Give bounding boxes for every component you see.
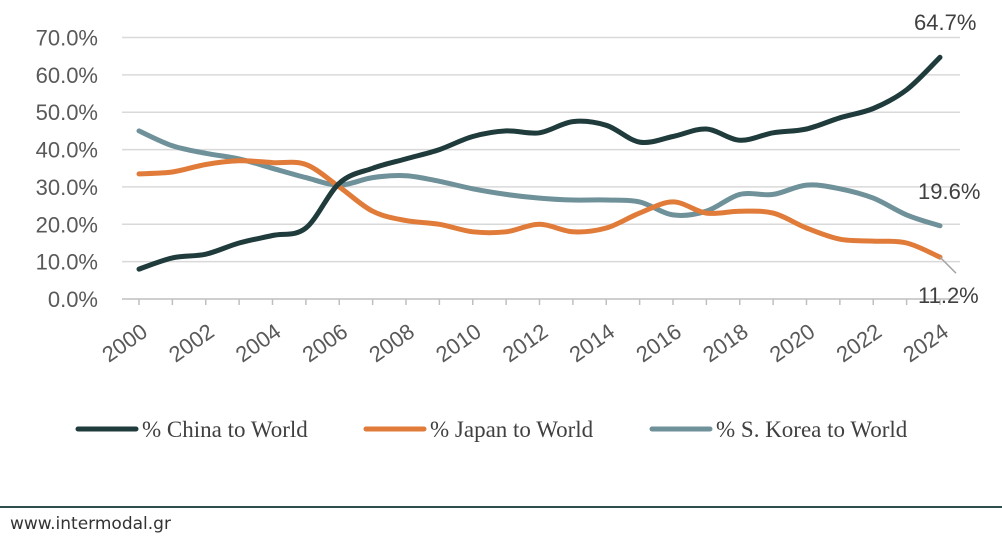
x-tick-label: 2014 <box>565 319 619 368</box>
x-tick-label: 2002 <box>164 319 218 368</box>
series-line-korea <box>136 128 943 229</box>
x-tick-label: 2010 <box>431 319 485 368</box>
x-tick-label: 2012 <box>498 319 552 368</box>
y-tick-label: 0.0% <box>48 287 98 312</box>
x-axis-ticks: 2000 2002 2004 2006 2008 2010 2012 2014 2016 2018… <box>97 299 953 368</box>
x-tick-label: 2004 <box>231 319 285 368</box>
y-axis-ticks: 0.0% 10.0% 20.0% 30.0% 40.0% 50.0% 60.0% 70.0% <box>36 26 98 313</box>
x-tick-label: 2008 <box>364 319 418 368</box>
y-tick-label: 30.0% <box>36 175 98 200</box>
y-tick-label: 70.0% <box>36 26 98 51</box>
y-tick-label: 60.0% <box>36 63 98 88</box>
korea-end-label: 19.6% <box>918 179 980 204</box>
x-tick-label: 2000 <box>97 319 151 368</box>
footer-divider <box>0 506 1002 508</box>
japan-annotation-leader <box>939 256 957 274</box>
x-tick-label: 2018 <box>698 319 752 368</box>
x-tick-label: 2024 <box>898 319 952 368</box>
x-tick-label: 2022 <box>832 319 886 368</box>
y-tick-label: 40.0% <box>36 138 98 163</box>
footer-source: www.intermodal.gr <box>10 514 171 534</box>
legend-label-korea: % S. Korea to World <box>716 417 908 442</box>
y-tick-label: 50.0% <box>36 100 98 125</box>
end-annotations: 64.7% 19.6% 11.2% <box>914 10 980 308</box>
line-chart: 0.0%10.0%20.0%30.0%40.0%50.0%60.0%70.0% … <box>36 10 981 442</box>
y-tick-label: 20.0% <box>36 212 98 237</box>
japan-end-label: 11.2% <box>918 283 979 308</box>
grid-lines <box>122 36 960 263</box>
x-tick-label: 2016 <box>631 319 685 368</box>
y-tick-label: 10.0% <box>36 250 98 275</box>
series-line-japan <box>136 158 943 260</box>
legend-label-china: % China to World <box>142 417 308 442</box>
x-tick-label: 2006 <box>298 319 352 368</box>
series-line-china <box>136 54 943 272</box>
series-lines <box>136 54 943 272</box>
legend: % China to World % Japan to World % S. K… <box>75 417 908 442</box>
legend-label-japan: % Japan to World <box>430 417 594 442</box>
x-tick-label: 2020 <box>765 319 819 368</box>
china-end-label: 64.7% <box>914 10 976 35</box>
